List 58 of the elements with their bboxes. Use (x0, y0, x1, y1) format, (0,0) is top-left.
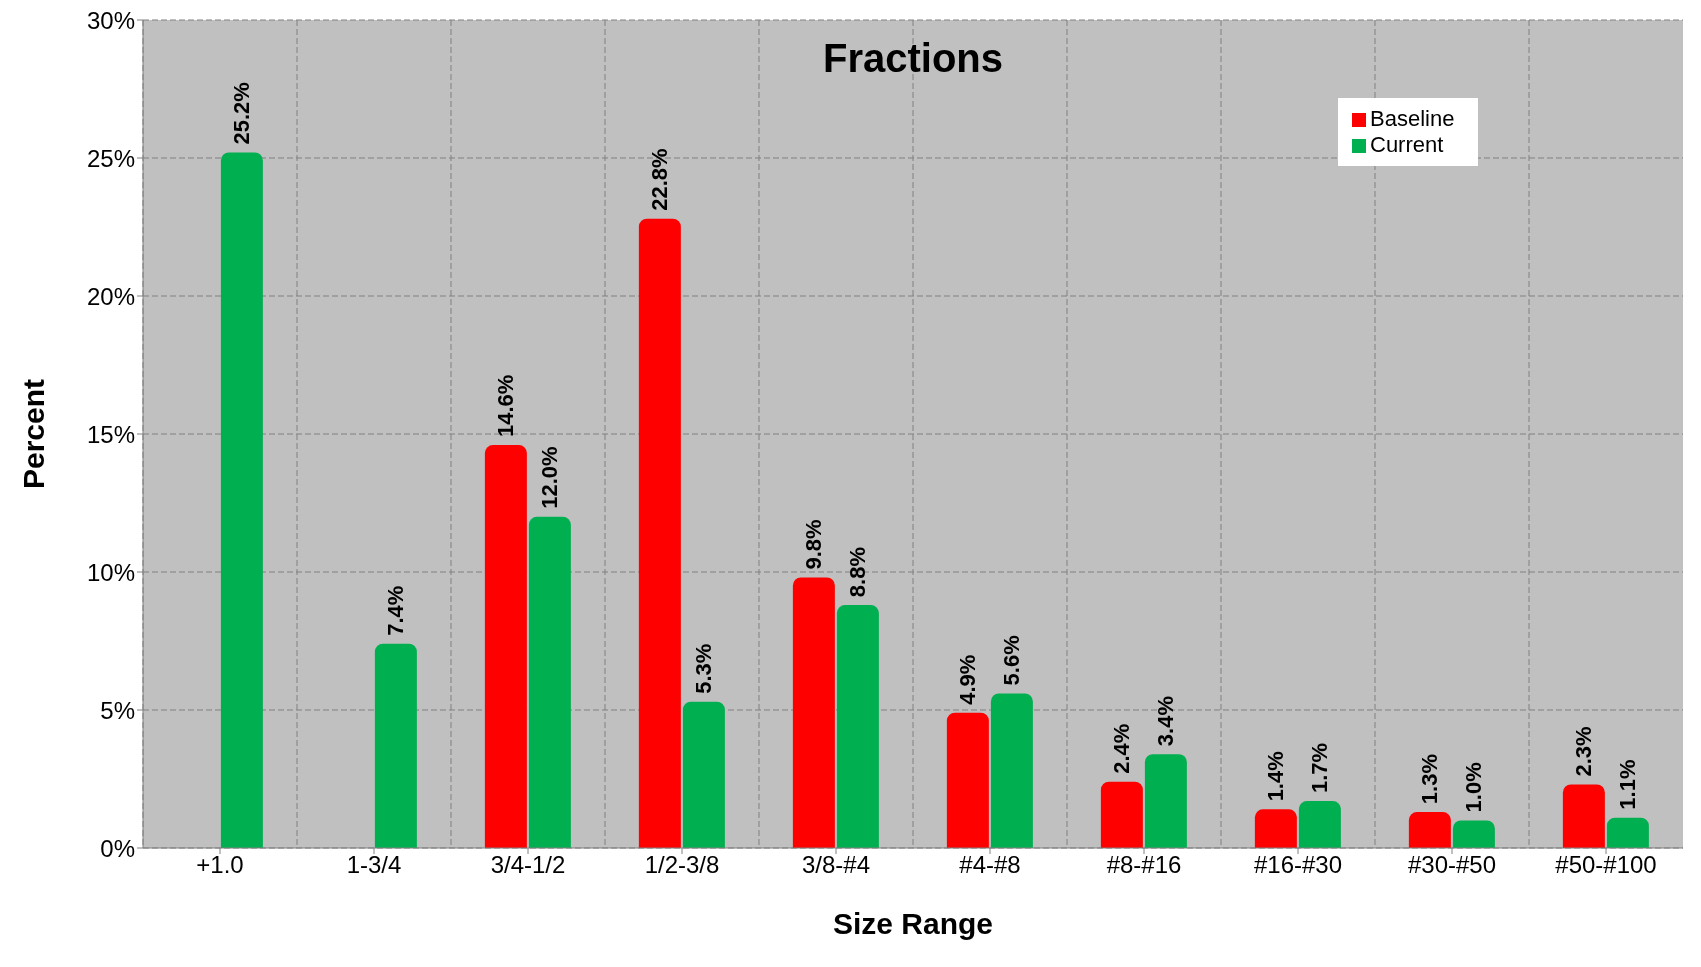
y-tick-label: 20% (86, 282, 135, 310)
x-tick-label: #16-#30 (1253, 851, 1343, 879)
bar (1100, 781, 1143, 848)
bar (946, 712, 989, 848)
x-tick-label: #50-#100 (1555, 851, 1657, 879)
bar (528, 516, 571, 848)
y-tick-label: 0% (100, 834, 135, 862)
data-label: 1.0% (1461, 762, 1487, 813)
data-label: 1.7% (1307, 742, 1333, 794)
x-tick-label: #4-#8 (959, 851, 1021, 879)
bar (1144, 754, 1187, 848)
y-tick-label: 15% (86, 420, 135, 448)
x-tick-label: #8-#16 (1106, 851, 1182, 879)
y-axis-title: Percent (16, 378, 50, 490)
bar (1606, 817, 1649, 848)
y-tick-label: 5% (100, 696, 135, 724)
x-tick-label: 1-3/4 (346, 851, 402, 879)
data-label: 1.4% (1263, 751, 1289, 802)
data-label: 5.3% (691, 643, 717, 694)
bar (220, 152, 263, 848)
x-tick-label: 3/4-1/2 (490, 851, 566, 879)
bar (682, 701, 725, 848)
chart-title: Fractions (821, 36, 1004, 81)
bar (792, 577, 835, 848)
legend-label: Current (1370, 132, 1444, 157)
y-tick-label: 25% (86, 144, 135, 172)
bar (638, 218, 681, 848)
x-tick-label: 3/8-#4 (801, 851, 871, 879)
data-label: 9.8% (801, 519, 827, 570)
y-tick-label: 10% (86, 558, 135, 586)
data-label: 2.4% (1109, 723, 1135, 774)
data-label: 5.6% (999, 635, 1025, 686)
data-label: 25.2% (229, 82, 255, 145)
x-tick-label: #30-#50 (1407, 851, 1497, 879)
data-label: 2.3% (1571, 726, 1597, 777)
legend-label: Baseline (1370, 106, 1455, 131)
x-tick-label: 1/2-3/8 (644, 851, 720, 879)
bar (1298, 801, 1341, 848)
bar (1408, 812, 1451, 848)
data-label: 14.6% (493, 374, 519, 438)
x-axis-title: Size Range (832, 907, 994, 940)
data-label: 12.0% (537, 446, 563, 509)
y-tick-label: 30% (86, 6, 135, 34)
data-label: 7.4% (383, 585, 409, 636)
data-label: 3.4% (1153, 696, 1179, 747)
bar (1562, 784, 1605, 848)
data-label: 22.8% (647, 148, 673, 211)
bar (484, 445, 527, 848)
bar (374, 643, 417, 848)
data-label: 1.1% (1615, 759, 1641, 810)
bar (836, 605, 879, 848)
data-label: 1.3% (1417, 753, 1443, 805)
bar (1452, 820, 1495, 848)
data-label: 4.9% (955, 654, 981, 705)
x-tick-label: +1.0 (196, 851, 244, 879)
bar (1254, 809, 1297, 848)
bar (990, 693, 1033, 848)
data-label: 8.8% (845, 546, 871, 598)
